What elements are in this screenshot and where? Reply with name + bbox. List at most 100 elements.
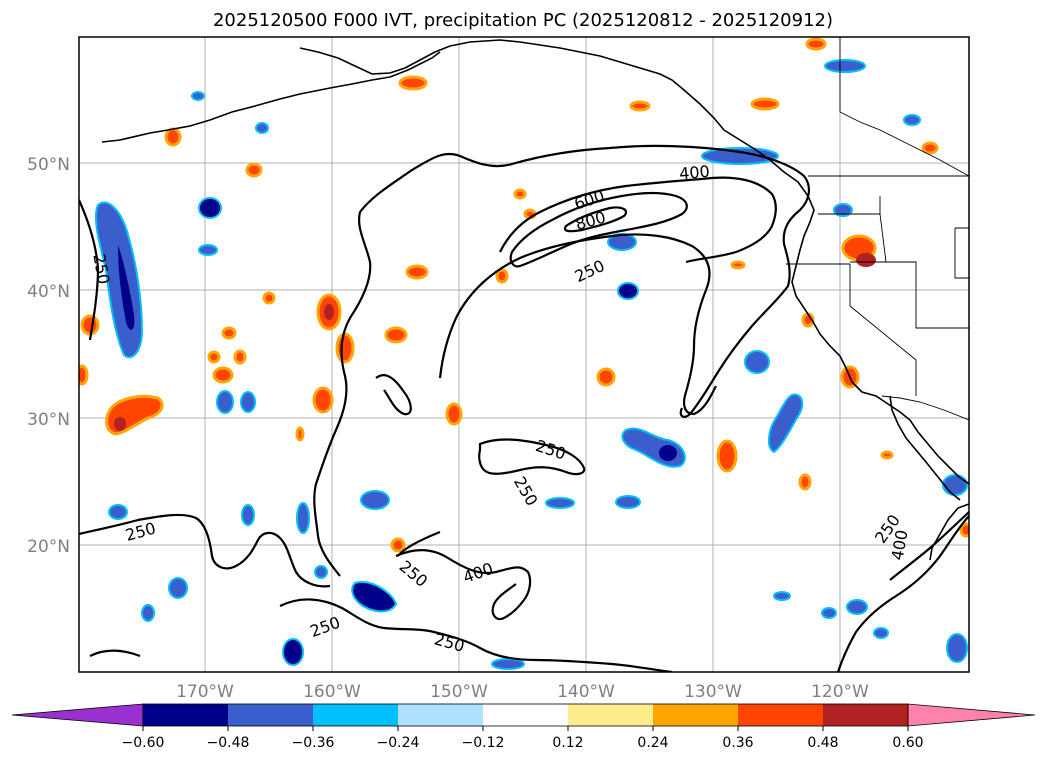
colorbar-tick-label: 0.24: [637, 735, 668, 751]
neg-anomaly-patch: [296, 502, 310, 534]
pos-anomaly-patch: [716, 439, 738, 473]
colorbar-tick-label: −0.36: [292, 735, 335, 751]
pos-anomaly-patch: [750, 97, 780, 111]
pos-anomaly-patch: [212, 366, 234, 384]
ivt-contour-800: [563, 206, 628, 233]
neg-anomaly-patch: [168, 577, 188, 599]
plot-title: 2025120500 F000 IVT, precipitation PC (2…: [213, 10, 833, 31]
map-background: [79, 37, 969, 672]
colorbar-tick-label: 0.12: [552, 735, 583, 751]
colorbar-tick-label: 0.60: [892, 735, 923, 751]
neg-anomaly-patch: [846, 599, 868, 615]
pos-anomaly-patch: [445, 402, 463, 426]
lon-label-160: 160°W: [303, 682, 361, 702]
colorbar-swatch: [313, 704, 398, 726]
lat-label-20: 20°N: [27, 537, 70, 557]
neg-anomaly-patch: [108, 504, 128, 520]
neg-anomaly-patch: [617, 282, 639, 300]
pos-anomaly-patch: [959, 522, 969, 538]
ivt-contour-600: [509, 191, 688, 268]
colorbar-frame: [142, 703, 909, 727]
alaska-canada-border: [839, 37, 969, 177]
lon-label-150: 150°W: [430, 682, 488, 702]
lon-label-140: 140°W: [557, 682, 615, 702]
colorbar-swatch: [653, 704, 738, 726]
pos-anomaly-patch: [398, 75, 428, 91]
colorbar-tick-label: −0.24: [377, 735, 420, 751]
neg-anomaly-patch: [360, 490, 390, 510]
neg-anomaly-patch: [744, 350, 770, 374]
pos-anomaly-core: [324, 304, 334, 320]
neg-anomaly-patch: [701, 147, 779, 165]
lat-label-30: 30°N: [27, 410, 70, 430]
neg-anomaly-patch: [821, 607, 837, 619]
colorbar-swatch: [398, 704, 483, 726]
neg-anomaly-patch: [314, 565, 328, 579]
neg-anomaly-patch: [615, 495, 641, 509]
neg-anomaly-patch: [255, 122, 269, 134]
pos-anomaly-patch: [233, 349, 247, 365]
map-frame: [78, 36, 970, 673]
ivt-contour-250-outer: [359, 144, 810, 418]
neg-anomaly-patch: [773, 591, 791, 601]
neg-anomaly-patch: [351, 580, 398, 613]
neg-anomaly-patch: [198, 197, 222, 219]
pos-anomaly-patch: [880, 450, 894, 460]
lat-label-40: 40°N: [27, 282, 70, 302]
pos-anomaly-patch: [384, 326, 408, 344]
colorbar-tick-label: −0.12: [462, 735, 505, 751]
colorbar: −0.60 −0.48 −0.36 −0.24 −0.12 0.12 0.24 0.36 0.4…: [11, 703, 1036, 751]
neg-anomaly-patch: [833, 203, 853, 217]
colorbar-tick-label: −0.60: [122, 735, 165, 751]
pos-anomaly-patch: [312, 386, 334, 414]
neg-anomaly-core: [118, 245, 135, 330]
colorbar-extend-min: [11, 703, 144, 727]
neg-anomaly-patch: [240, 391, 256, 413]
latitude-labels: 50°N 40°N 30°N 20°N: [27, 155, 70, 557]
alaska-coast: [101, 51, 441, 143]
pos-anomaly-patch: [405, 264, 429, 280]
neg-anomaly-patch: [873, 627, 889, 639]
baja-coast: [889, 395, 961, 501]
ivt-contour-250-west: [313, 211, 372, 577]
pos-anomaly-patch: [245, 162, 263, 178]
political-borders: [786, 37, 969, 421]
neg-anomaly-patch: [191, 91, 205, 101]
colorbar-tick-label: 0.36: [722, 735, 753, 751]
neg-anomaly-patch: [491, 658, 525, 670]
us-mexico-border: [881, 395, 969, 421]
colorbar-swatch: [228, 704, 313, 726]
lon-label-120: 120°W: [811, 682, 869, 702]
gridlines: [79, 37, 969, 672]
pos-anomaly-patch: [495, 268, 509, 284]
neg-anomaly-patch: [141, 604, 155, 622]
ivt-contour-400-se: [889, 511, 969, 581]
pos-anomaly-core: [856, 253, 876, 267]
pos-anomaly-patch: [513, 188, 527, 200]
pos-anomaly-patch: [805, 37, 827, 51]
colorbar-swatch: [483, 704, 568, 726]
precipitation-anomaly-field: [79, 37, 969, 670]
neg-anomaly-patch: [545, 497, 575, 509]
pos-anomaly-patch: [921, 141, 939, 155]
pos-anomaly-patch: [262, 291, 276, 305]
lon-label-130: 130°W: [684, 682, 742, 702]
neg-anomaly-patch: [198, 244, 218, 256]
pos-anomaly-patch: [80, 314, 100, 336]
neg-anomaly-patch: [946, 633, 968, 663]
ivt-contour-250-se: [836, 515, 969, 672]
ivt-contour-250-far-west: [79, 199, 100, 341]
neg-anomaly-patch: [903, 114, 921, 126]
pos-anomaly-patch: [335, 332, 355, 364]
pos-anomaly-patch: [390, 537, 406, 553]
ivt-contour-250-west-lobe: [375, 374, 412, 416]
lon-label-170: 170°W: [176, 682, 234, 702]
colorbar-tick-label: −0.48: [207, 735, 250, 751]
colorbar-extend-max: [907, 703, 1036, 727]
colorbar-swatch: [568, 704, 653, 726]
alaska-south-coast: [299, 39, 969, 485]
neg-anomaly-patch: [282, 638, 304, 666]
pos-anomaly-patch: [730, 260, 746, 270]
neg-anomaly-patch: [241, 504, 255, 526]
